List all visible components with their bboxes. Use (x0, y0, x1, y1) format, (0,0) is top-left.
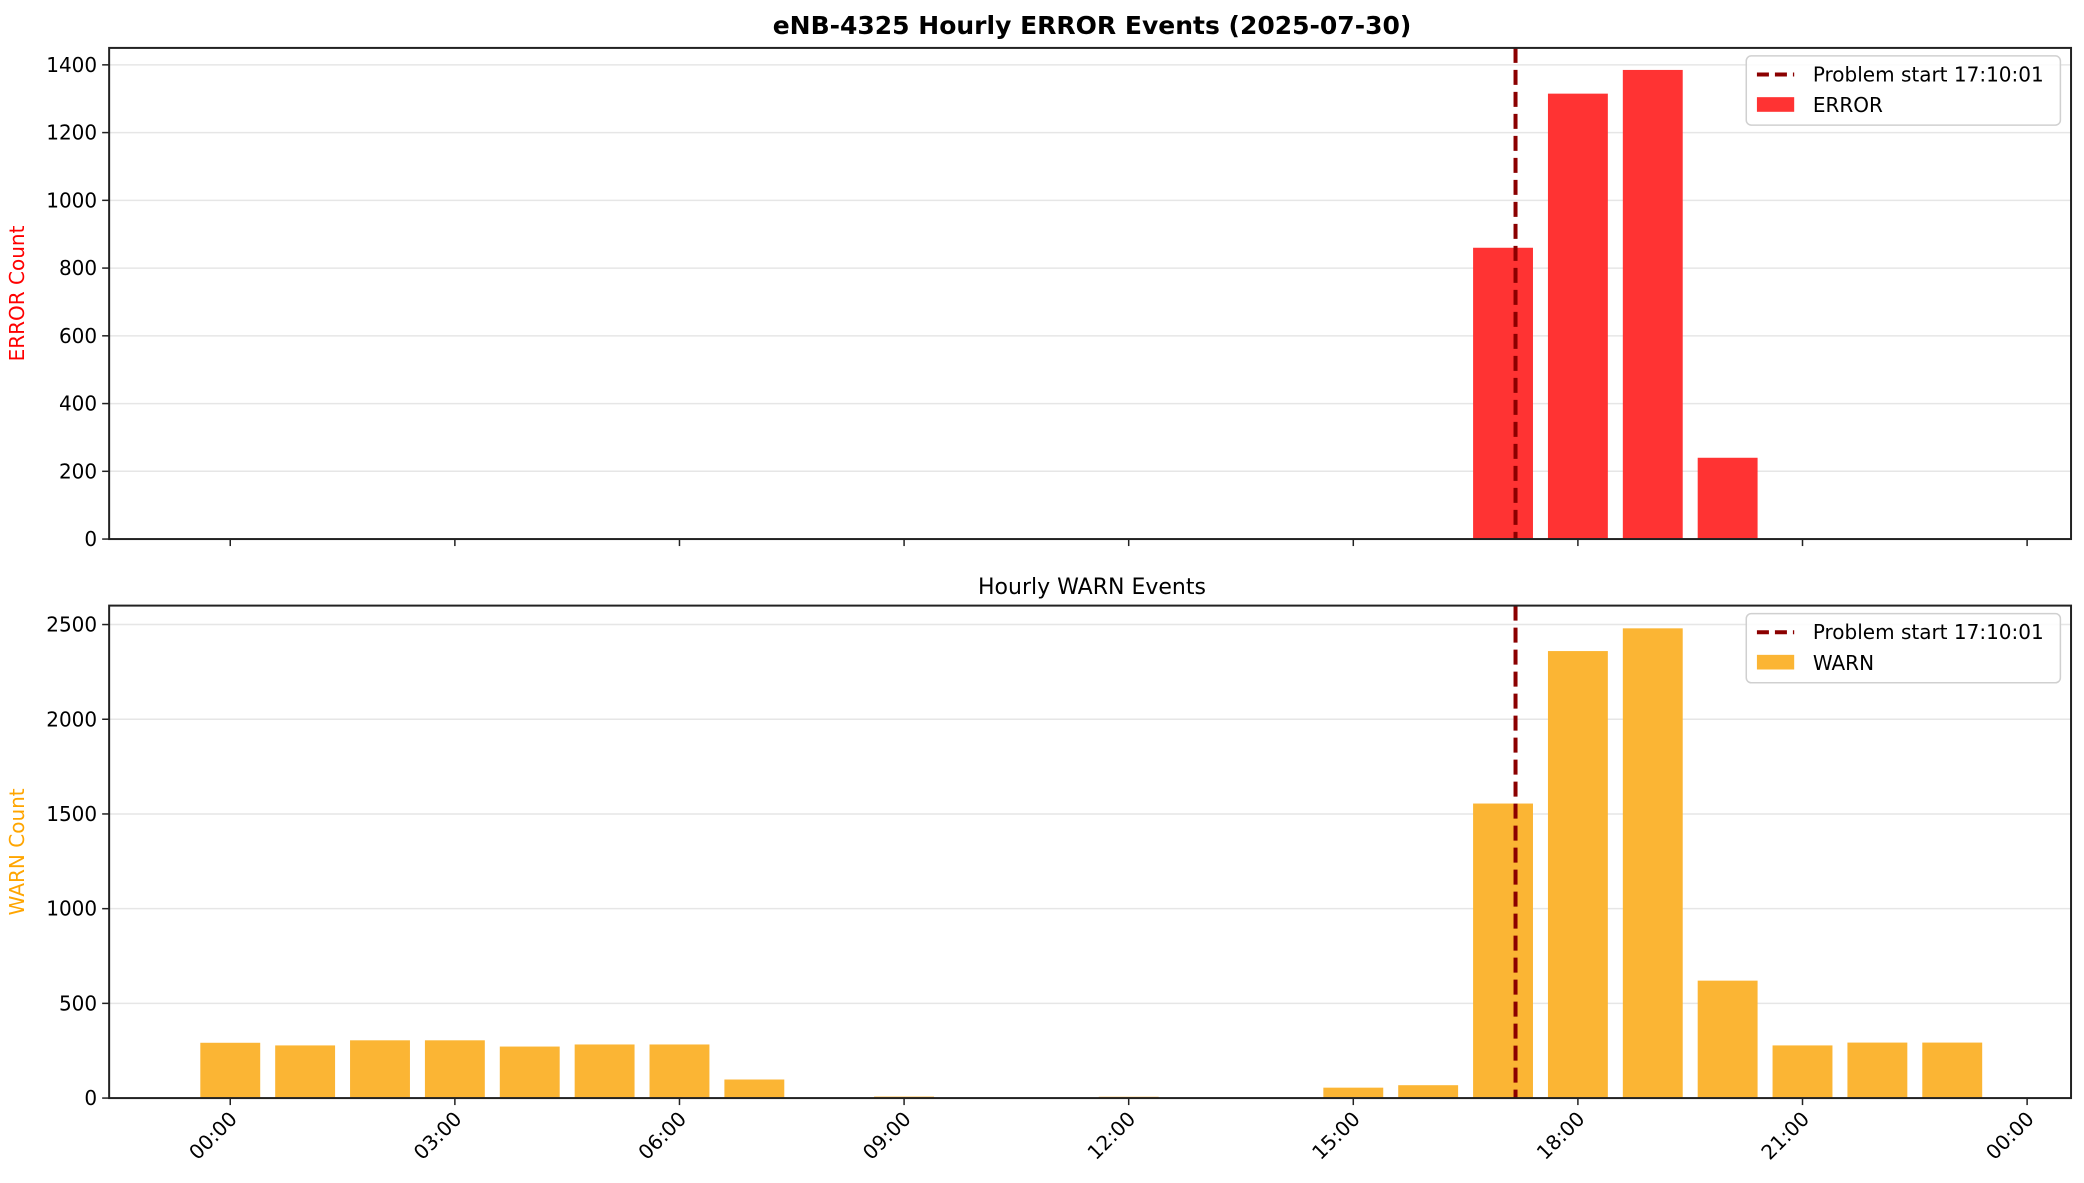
legend: Problem start 17:10:01 WARN (1745, 612, 2062, 684)
x-tick-label: 15:00 (1307, 1107, 1365, 1165)
x-tick-label: 00:00 (1981, 1107, 2039, 1165)
axes-frame (108, 46, 2073, 541)
bar-warn (1398, 1085, 1459, 1099)
axes-frame (108, 604, 2073, 1100)
bar-error (1622, 69, 1683, 540)
x-tick-label: 21:00 (1756, 1107, 1814, 1165)
subplot-title-warn: Hourly WARN Events (978, 575, 1206, 600)
legend-label-problem-start: Problem start 17:10:01 (1813, 620, 2044, 644)
x-tick-label: 09:00 (858, 1107, 916, 1165)
bar-error (1697, 457, 1758, 540)
legend-swatch-icon (1756, 97, 1795, 112)
bar-warn (424, 1040, 485, 1099)
legend-label-series: ERROR (1813, 93, 1883, 117)
bar-warn (275, 1045, 336, 1099)
bar-warn (350, 1040, 410, 1099)
y-tick-label: 1000 (46, 897, 97, 921)
y-tick-label: 2500 (46, 613, 97, 637)
bar-error (1547, 93, 1608, 540)
y-tick-label: 200 (59, 459, 97, 483)
legend-swatch-icon (1756, 654, 1795, 670)
legend: Problem start 17:10:01 ERROR (1745, 55, 2062, 126)
y-tick-label: 0 (84, 527, 97, 551)
x-tick-label: 00:00 (184, 1107, 242, 1165)
y-tick-label: 1500 (46, 802, 97, 826)
bar-warn (1622, 628, 1683, 1099)
bar-warn (574, 1044, 635, 1099)
bar-warn (1473, 803, 1533, 1099)
x-tick-label: 18:00 (1532, 1107, 1590, 1165)
legend-label-problem-start: Problem start 17:10:01 (1813, 63, 2044, 87)
error-axes: 0 200 400 600 800 1000 1200 1400 ERROR Count Prob… (5, 46, 2073, 551)
x-tick-label: 12:00 (1082, 1107, 1140, 1165)
bar-warn (649, 1044, 710, 1099)
y-tick-label: 400 (59, 392, 97, 416)
chart-title: eNB-4325 Hourly ERROR Events (2025-07-30… (773, 11, 1412, 40)
bar-warn (1772, 1045, 1833, 1099)
y-tick-label: 1400 (46, 53, 97, 77)
legend-box (1745, 612, 2062, 684)
warn-axes: 0 500 1000 1500 2000 2500 00:00 03:00 06:00 09:00… (5, 604, 2073, 1165)
y-tick-label: 600 (59, 324, 97, 348)
bar-warn (1697, 980, 1758, 1099)
bar-error (1473, 247, 1533, 540)
x-tick-label: 06:00 (633, 1107, 691, 1165)
bar-warn (1922, 1042, 1983, 1099)
bar-warn (724, 1079, 785, 1099)
y-tick-label: 500 (59, 991, 97, 1015)
y-tick-label: 800 (59, 256, 97, 280)
bar-warn (1323, 1087, 1384, 1099)
y-tick-label: 1000 (46, 188, 97, 212)
bar-warn (1547, 651, 1608, 1099)
y-axis-label: WARN Count (5, 788, 29, 915)
y-tick-label: 2000 (46, 707, 97, 731)
y-axis-label: ERROR Count (5, 225, 29, 361)
legend-box (1745, 55, 2062, 126)
bar-warn (200, 1042, 261, 1099)
x-tick-label: 03:00 (409, 1107, 467, 1165)
bar-warn (499, 1046, 560, 1099)
bar-warn (1847, 1042, 1908, 1099)
y-tick-label: 1200 (46, 121, 97, 145)
legend-label-series: WARN (1813, 651, 1874, 675)
y-tick-label: 0 (84, 1086, 97, 1110)
